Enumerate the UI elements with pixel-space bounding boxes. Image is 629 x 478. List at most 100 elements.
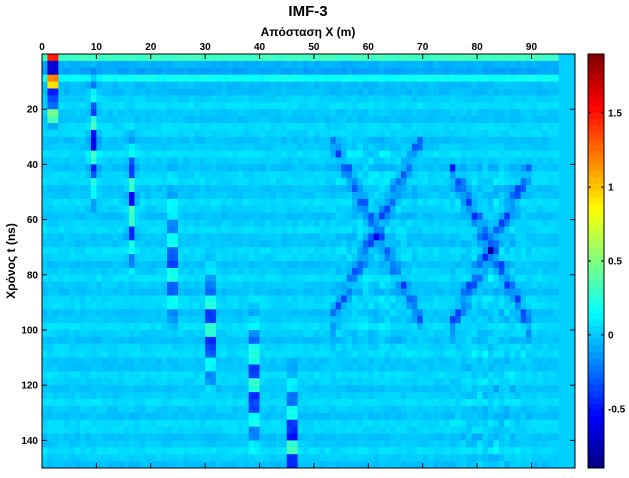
heatmap-cell <box>101 129 108 138</box>
heatmap-cell <box>346 233 353 241</box>
heatmap-cell <box>357 364 364 372</box>
heatmap-cell <box>324 116 331 124</box>
heatmap-cell <box>101 81 108 89</box>
heatmap-cell <box>80 433 86 441</box>
heatmap-cell <box>47 274 54 283</box>
heatmap-cell <box>281 212 288 220</box>
heatmap-cell <box>471 171 478 179</box>
heatmap-cell <box>90 192 97 200</box>
heatmap-cell <box>477 129 483 138</box>
heatmap-cell <box>466 261 473 269</box>
heatmap-cell <box>281 323 288 331</box>
heatmap-cell <box>199 212 206 220</box>
heatmap-cell <box>400 109 407 117</box>
heatmap-cell <box>373 426 380 434</box>
heatmap-cell <box>487 440 494 448</box>
heatmap-cell <box>129 330 135 338</box>
heatmap-cell <box>292 60 299 69</box>
heatmap-cell <box>439 267 445 276</box>
heatmap-cell <box>303 288 309 296</box>
heatmap-cell <box>466 95 473 103</box>
heatmap-cell <box>292 157 299 165</box>
heatmap-cell <box>101 385 108 393</box>
heatmap-cell <box>433 454 440 462</box>
heatmap-cell <box>188 336 195 345</box>
heatmap-cell <box>303 123 309 131</box>
heatmap-cell <box>439 123 445 131</box>
heatmap-cell <box>346 212 353 220</box>
heatmap-cell <box>482 454 489 462</box>
heatmap-cell <box>303 454 309 462</box>
heatmap-cell <box>319 281 326 289</box>
heatmap-cell <box>324 233 331 241</box>
heatmap-cell <box>123 123 130 131</box>
heatmap-cell <box>493 95 500 103</box>
heatmap-cell <box>210 240 217 248</box>
heatmap-cell <box>341 440 347 448</box>
heatmap-cell <box>47 440 54 448</box>
heatmap-cell <box>417 60 424 69</box>
heatmap-cell <box>395 288 402 296</box>
heatmap-cell <box>460 74 467 82</box>
heatmap-cell <box>101 302 108 310</box>
heatmap-cell <box>145 295 152 303</box>
heatmap-cell <box>379 295 386 303</box>
heatmap-cell <box>58 440 65 448</box>
heatmap-cell <box>286 392 293 400</box>
heatmap-cell <box>357 316 364 324</box>
heatmap-cell <box>264 185 271 193</box>
heatmap-cell <box>449 419 456 427</box>
heatmap-cell <box>330 109 337 117</box>
heatmap-cell <box>335 378 342 386</box>
heatmap-cell <box>362 323 369 331</box>
heatmap-cell <box>194 185 201 193</box>
heatmap-cell <box>259 385 266 393</box>
heatmap-cell <box>80 240 86 248</box>
heatmap-cell <box>199 392 206 400</box>
heatmap-cell <box>357 385 364 393</box>
heatmap-cell <box>216 330 222 338</box>
heatmap-cell <box>390 116 396 124</box>
heatmap-cell <box>243 74 250 82</box>
heatmap-cell <box>324 198 331 207</box>
heatmap-cell <box>123 392 130 400</box>
heatmap-cell <box>428 116 434 124</box>
heatmap-cell <box>118 123 124 131</box>
heatmap-cell <box>172 109 179 117</box>
heatmap-cell <box>297 212 304 220</box>
heatmap-cell <box>281 226 288 234</box>
heatmap-cell <box>85 157 92 165</box>
heatmap-cell <box>362 116 369 124</box>
heatmap-cell <box>69 336 76 345</box>
heatmap-cell <box>286 405 293 414</box>
heatmap-cell <box>433 171 440 179</box>
heatmap-cell <box>449 364 456 372</box>
heatmap-cell <box>199 447 206 455</box>
heatmap-cell <box>346 267 353 276</box>
heatmap-cell <box>199 323 206 331</box>
heatmap-cell <box>145 54 152 62</box>
heatmap-cell <box>161 95 168 103</box>
heatmap-cell <box>346 95 353 103</box>
heatmap-cell <box>444 164 451 172</box>
heatmap-cell <box>112 67 119 76</box>
heatmap-cell <box>390 399 396 407</box>
heatmap-cell <box>466 212 473 220</box>
heatmap-cell <box>455 267 462 276</box>
heatmap-cell <box>324 192 331 200</box>
heatmap-cell <box>390 74 396 82</box>
heatmap-cell <box>139 392 146 400</box>
heatmap-cell <box>373 185 380 193</box>
heatmap-cell <box>466 116 473 124</box>
heatmap-cell <box>460 343 467 352</box>
heatmap-cell <box>177 426 184 434</box>
heatmap-cell <box>406 129 413 138</box>
heatmap-cell <box>232 433 239 441</box>
heatmap-cell <box>107 185 114 193</box>
heatmap-cell <box>118 392 124 400</box>
heatmap-cell <box>319 178 326 186</box>
heatmap-cell <box>188 357 195 365</box>
heatmap-cell <box>226 185 233 193</box>
heatmap-cell <box>112 323 119 331</box>
heatmap-cell <box>439 405 445 414</box>
